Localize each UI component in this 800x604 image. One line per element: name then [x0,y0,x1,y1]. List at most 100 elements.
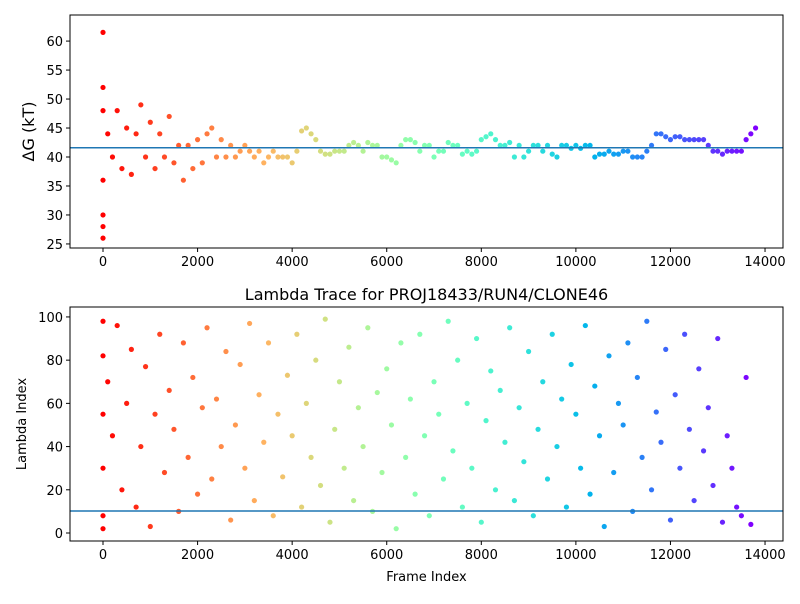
plot-frame [69,14,784,249]
data-point [393,160,399,166]
data-point [587,142,593,149]
data-point [691,497,697,504]
data-point [365,139,371,146]
data-point [455,142,461,149]
data-point [303,125,309,131]
y-tick-label: 55 [46,64,63,79]
y-tick-label: 50 [46,93,63,108]
data-point [554,154,560,160]
data-point [147,119,153,125]
data-point [360,148,366,154]
data-point [691,137,697,143]
data-point [488,131,494,137]
data-point [582,142,588,149]
data-point [502,439,508,445]
data-point [710,148,716,154]
data-point [549,151,555,157]
data-point [417,331,423,337]
data-point [228,517,234,523]
data-point [521,459,527,465]
data-point [204,131,210,137]
data-point [100,108,106,114]
data-point [615,151,622,157]
data-point [124,125,130,131]
x-tick-label: 4000 [276,255,309,270]
data-point [100,526,106,532]
data-point [237,361,243,368]
data-point [246,148,253,154]
data-point [436,148,442,154]
data-point [625,340,631,346]
data-point [223,154,229,160]
data-point [606,148,612,154]
data-point [360,443,366,450]
x-tick-label: 12000 [650,255,691,270]
data-point [440,476,447,482]
data-point [743,374,749,381]
data-point [748,521,754,527]
data-point [294,148,300,154]
data-point [544,476,551,482]
data-point [677,134,683,140]
data-point [426,142,432,149]
data-point [554,443,560,450]
data-point [525,148,532,154]
data-point [251,154,257,160]
data-point [327,151,333,157]
data-point [705,142,711,149]
data-point [473,148,480,154]
data-point [161,469,168,476]
data-point [464,400,470,406]
data-point [469,151,475,157]
x-tick-label: 4000 [276,548,309,563]
data-point [525,348,532,355]
data-point [114,322,120,329]
data-point [124,400,130,406]
data-point [634,154,640,160]
data-point [620,148,626,154]
data-point [450,448,456,454]
data-point [658,131,664,137]
data-point [530,513,536,519]
data-point [157,131,163,137]
data-point [275,154,281,160]
data-point [204,325,210,331]
data-point [549,331,555,337]
data-point [738,148,744,154]
x-axis-label: Frame Index [386,570,467,585]
data-point [459,504,465,510]
data-point [478,519,484,525]
data-point [497,142,503,149]
x-tick-label: 12000 [650,548,691,563]
data-point [530,142,536,149]
data-point [667,137,674,143]
data-point [634,374,640,381]
data-point [421,142,428,149]
data-point [161,154,168,160]
data-point [303,400,309,406]
data-point [138,443,144,450]
data-point [289,160,295,166]
data-point [261,160,267,166]
data-point [625,148,631,154]
data-point [743,137,749,143]
data-point [407,137,413,143]
data-point [384,154,390,160]
data-point [265,154,272,160]
data-point [190,165,196,172]
data-point [242,465,248,471]
data-point [152,165,158,172]
data-point [403,454,409,460]
x-tick-label: 10000 [555,255,596,270]
data-point [355,405,361,411]
data-point [734,148,740,154]
data-point [483,134,489,140]
data-point [653,409,659,415]
data-point [592,383,598,389]
data-point [719,519,726,525]
data-point [332,426,338,432]
y-tick-label: 60 [46,35,63,50]
data-point [488,368,494,374]
data-point [294,331,300,337]
